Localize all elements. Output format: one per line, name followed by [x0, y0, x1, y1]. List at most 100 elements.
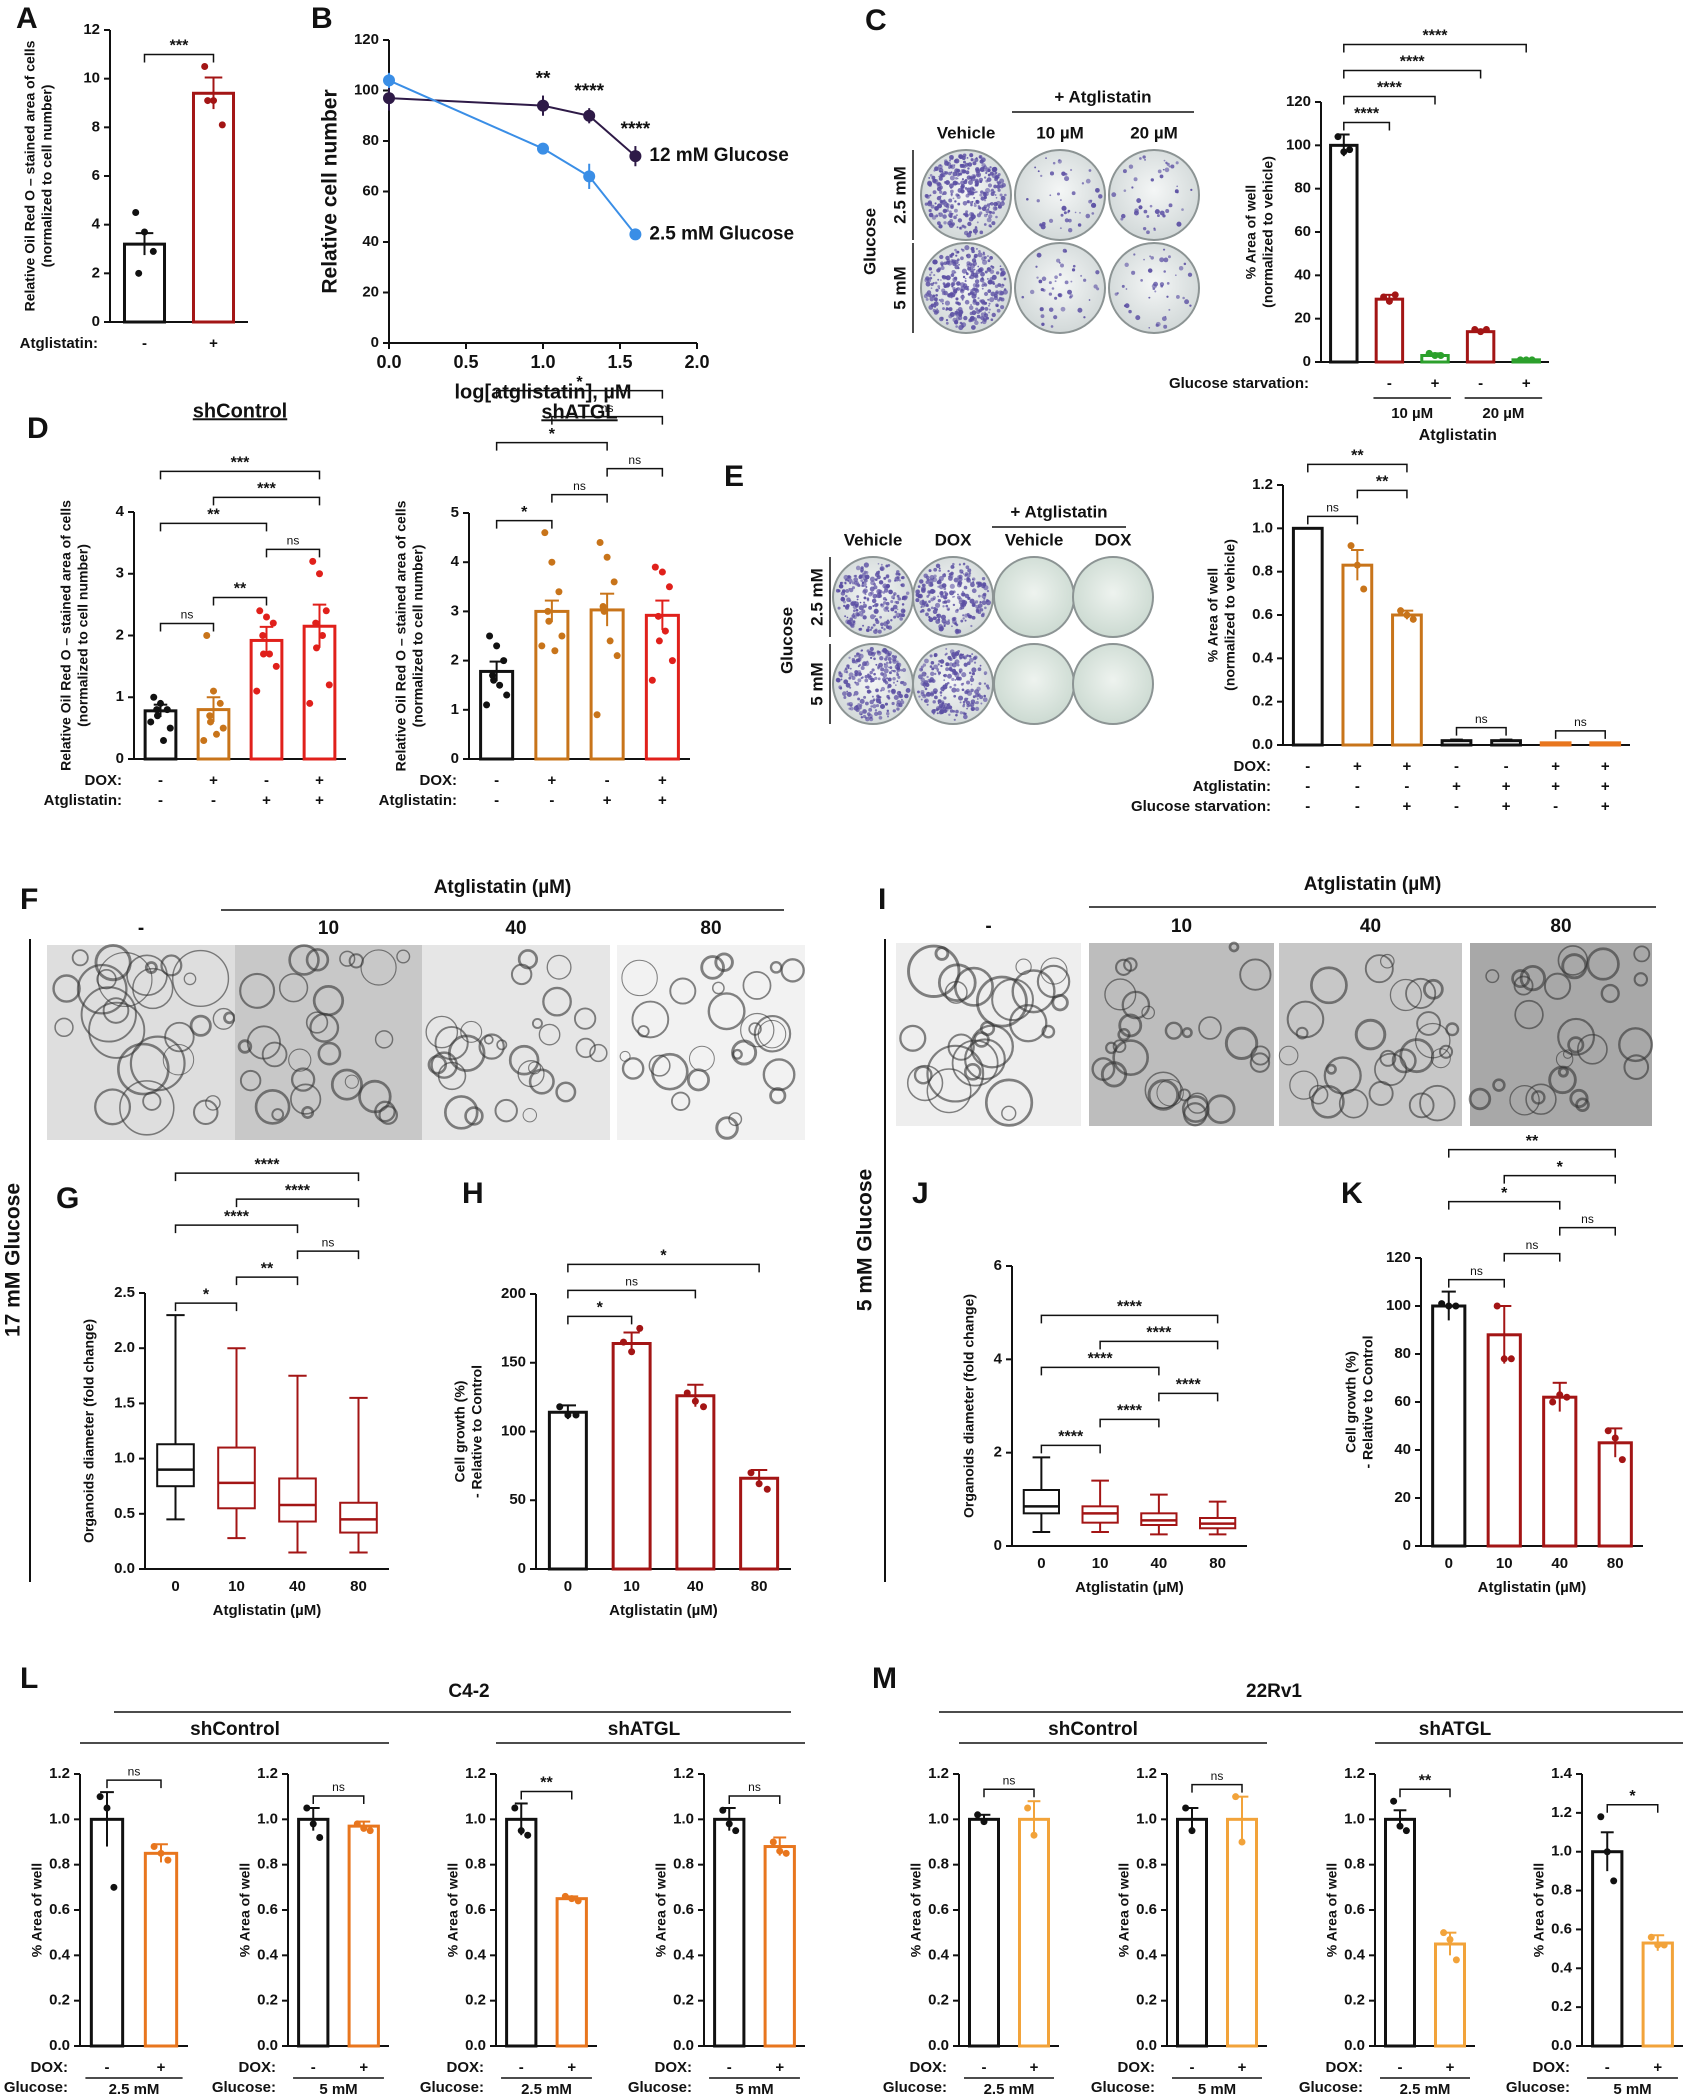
y-axis-label: - Relative to Control — [469, 1365, 485, 1498]
colony — [1174, 274, 1177, 277]
row-value: + — [1030, 2059, 1039, 2076]
colony — [943, 221, 947, 225]
colony — [943, 624, 946, 627]
colony — [868, 605, 873, 610]
colony — [973, 317, 977, 322]
colony — [936, 187, 941, 191]
colony — [921, 671, 927, 677]
colony — [963, 160, 966, 164]
colony — [943, 587, 947, 591]
organoid — [102, 997, 130, 1024]
x-axis-label: Atglistatin (µM) — [1075, 1579, 1184, 1596]
x-tick-label: 40 — [1151, 1555, 1168, 1572]
data-point — [1353, 561, 1361, 569]
colony — [964, 613, 969, 618]
box — [217, 1446, 256, 1510]
colony — [961, 155, 966, 161]
colony — [971, 653, 974, 656]
colony — [997, 188, 1001, 192]
colony — [883, 576, 887, 580]
colony — [920, 665, 924, 669]
organoid — [1416, 1011, 1441, 1036]
colony — [945, 652, 948, 655]
colony — [1174, 189, 1179, 194]
colony — [1000, 270, 1006, 276]
data-point — [1516, 356, 1524, 364]
colony — [1035, 265, 1038, 268]
y-tick-label: 0.6 — [49, 1901, 70, 1918]
x-tick-label: 10 — [1496, 1555, 1513, 1572]
colony — [964, 697, 968, 702]
organoid — [1001, 1105, 1017, 1121]
sig-label: *** — [170, 38, 189, 55]
organoid — [460, 1020, 483, 1043]
colony — [855, 682, 860, 686]
panel-letter: H — [462, 1177, 484, 1210]
organoid — [1310, 966, 1348, 1005]
organoid — [669, 977, 697, 1005]
colony — [856, 583, 861, 587]
data-point — [600, 607, 608, 615]
photo-header: + Atglistatin — [1054, 87, 1151, 106]
colony — [1083, 278, 1087, 282]
sig-bracket — [212, 496, 321, 506]
row-value: 5 mM — [735, 2081, 773, 2098]
sig-bracket — [495, 441, 608, 451]
colony — [869, 647, 874, 652]
data-point — [322, 607, 330, 615]
y-tick-label: 0.6 — [1252, 606, 1273, 623]
colony — [925, 603, 929, 608]
colony — [871, 695, 874, 698]
organoid — [1354, 1018, 1387, 1051]
colony — [925, 612, 929, 617]
colony — [1040, 174, 1043, 178]
micrograph — [1470, 943, 1652, 1126]
colony — [970, 675, 973, 678]
bar — [347, 1824, 380, 2048]
colony — [859, 672, 862, 676]
data-point — [309, 557, 317, 565]
bar — [1176, 1817, 1208, 2048]
colony — [991, 312, 996, 318]
colony — [951, 662, 957, 668]
colony — [856, 595, 860, 598]
y-tick-label: 0.0 — [114, 1560, 135, 1577]
column-label: Vehicle — [937, 123, 996, 142]
colony — [968, 180, 973, 185]
organoid — [1569, 1088, 1589, 1109]
sig-label: ** — [540, 1775, 553, 1792]
colony — [962, 590, 964, 593]
colony — [954, 319, 959, 324]
colony — [984, 311, 986, 314]
colony — [915, 593, 920, 598]
colony — [1068, 218, 1072, 223]
sig-bracket — [1448, 1148, 1616, 1158]
colony — [953, 718, 956, 721]
colony — [975, 167, 980, 172]
y-tick-label: 0.6 — [928, 1901, 949, 1918]
row-value: - — [727, 2059, 732, 2076]
sig-label: *** — [231, 455, 250, 472]
colony — [957, 218, 963, 223]
y-tick-label: 2.0 — [114, 1339, 135, 1356]
data-point — [1452, 1302, 1460, 1310]
colony — [867, 712, 871, 716]
y-axis-label: (normalized to vehicle) — [1222, 539, 1238, 691]
sig-label: **** — [1058, 1429, 1084, 1446]
colony — [1149, 204, 1153, 208]
organoid — [1543, 972, 1572, 1000]
colony — [899, 617, 903, 621]
organoid — [430, 1051, 458, 1079]
organoid — [1600, 983, 1620, 1004]
y-axis-label: % Area of well — [653, 1863, 669, 1957]
colony — [1164, 167, 1170, 173]
colony — [955, 297, 959, 301]
row-value: 5 mM — [319, 2081, 357, 2098]
colony — [946, 203, 950, 207]
organoid — [205, 1095, 221, 1111]
photo-header: Atglistatin (µM) — [1304, 874, 1442, 895]
data-point — [263, 613, 270, 621]
colony — [950, 291, 954, 296]
colony — [922, 663, 927, 667]
colony — [954, 200, 957, 203]
